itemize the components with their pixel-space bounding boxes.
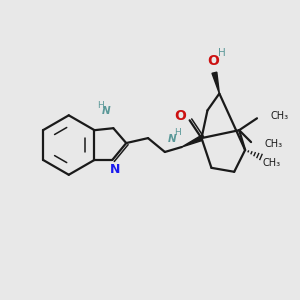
Text: CH₃: CH₃ — [271, 111, 289, 121]
Text: O: O — [174, 109, 186, 123]
Text: N: N — [110, 163, 121, 176]
Polygon shape — [212, 72, 219, 94]
Text: O: O — [208, 54, 219, 68]
Text: N: N — [167, 134, 176, 144]
Text: CH₃: CH₃ — [265, 139, 283, 149]
Text: CH₃: CH₃ — [263, 158, 281, 168]
Text: H: H — [218, 48, 226, 58]
Text: N: N — [102, 106, 111, 116]
Text: H: H — [97, 101, 104, 110]
Text: H: H — [174, 128, 181, 137]
Polygon shape — [182, 136, 202, 147]
